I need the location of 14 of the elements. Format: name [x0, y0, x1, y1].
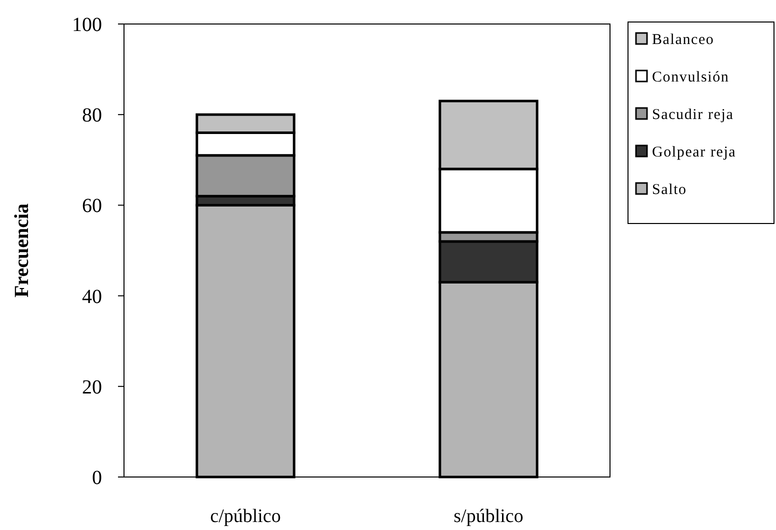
x-tick-label: c/público	[210, 506, 281, 527]
legend-label: Salto	[652, 182, 687, 198]
legend-label: Convulsión	[652, 70, 730, 86]
x-tick-label: s/público	[454, 506, 524, 527]
y-tick-label: 40	[82, 286, 102, 308]
y-axis-title: Frecuencia	[11, 203, 33, 298]
legend-label: Sacudir reja	[652, 107, 734, 123]
legend-label: Balanceo	[652, 32, 714, 48]
y-tick-label: 20	[82, 376, 102, 398]
y-tick-label: 80	[82, 104, 102, 127]
legend-label: Golpear reja	[652, 144, 736, 160]
y-tick-label: 0	[92, 467, 102, 489]
y-tick-label: 60	[82, 195, 102, 218]
y-tick-label: 100	[72, 14, 102, 36]
